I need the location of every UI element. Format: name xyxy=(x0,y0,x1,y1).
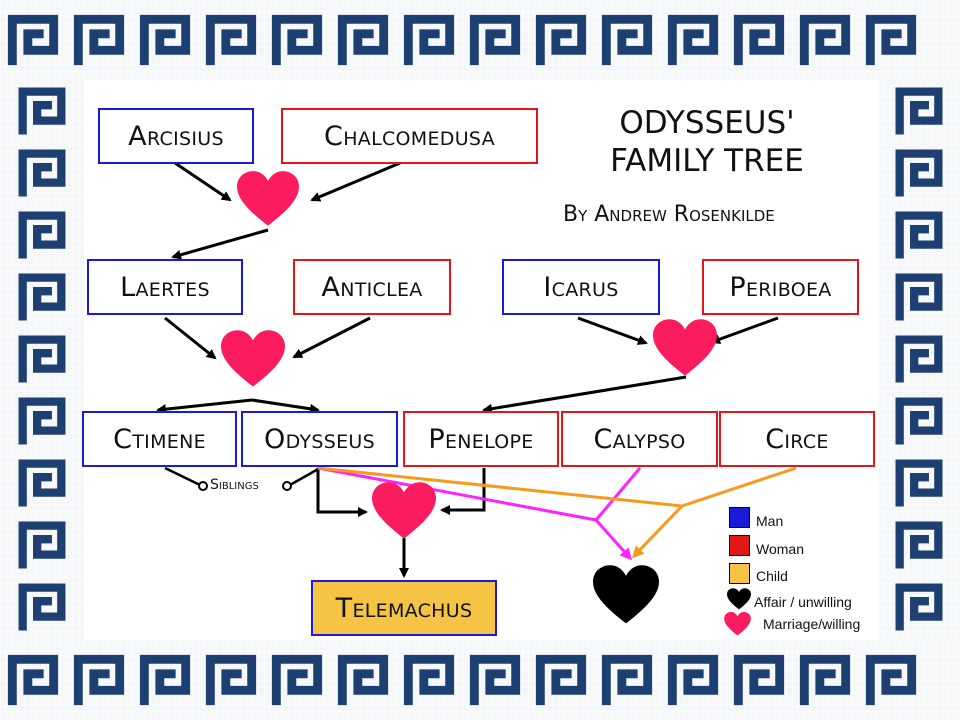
meander-tile xyxy=(667,654,719,706)
meander-tile xyxy=(733,654,785,706)
meander-tile xyxy=(601,654,653,706)
circe-affair-line xyxy=(317,466,797,559)
meander-tile xyxy=(205,654,257,706)
meander-tile xyxy=(139,14,191,66)
arrow-heart-to-odysseus xyxy=(251,398,320,414)
person-penelope: Penelope xyxy=(403,411,559,467)
arrow-arcisius-to-heart xyxy=(174,161,232,202)
meander-tile xyxy=(7,14,59,66)
meander-tile xyxy=(271,654,323,706)
meander-tile xyxy=(895,211,943,259)
meander-tile xyxy=(469,654,521,706)
mosaic-border-right xyxy=(878,80,960,640)
meander-tile xyxy=(865,14,917,66)
siblings-connector xyxy=(164,466,321,491)
meander-tile xyxy=(18,397,66,445)
meander-tile xyxy=(18,211,66,259)
person-ctimene: Ctimene xyxy=(82,411,237,467)
affair-heart xyxy=(593,565,659,624)
arrow-penelope-to-heart xyxy=(440,468,486,515)
meander-tile xyxy=(337,14,389,66)
legend-label-child: Child xyxy=(756,568,788,584)
legend-marriage-heart-icon xyxy=(724,612,751,636)
person-arcisius: Arcisius xyxy=(98,108,254,164)
legend-swatch-woman xyxy=(729,535,750,556)
legend-swatch-man xyxy=(729,507,750,528)
meander-tile xyxy=(799,654,851,706)
meander-tile xyxy=(895,273,943,321)
meander-tile xyxy=(895,87,943,135)
person-chalcomedusa: Chalcomedusa xyxy=(281,108,538,164)
arrow-heart-to-laertes xyxy=(171,228,269,260)
mosaic-border-top xyxy=(0,0,960,80)
meander-tile xyxy=(7,654,59,706)
meander-tile xyxy=(895,583,943,631)
meander-tile xyxy=(73,654,125,706)
person-telemachus: Telemachus xyxy=(311,580,497,636)
calypso-affair-line xyxy=(317,466,642,561)
meander-tile xyxy=(895,459,943,507)
meander-tile xyxy=(18,583,66,631)
arrow-laertes-to-heart xyxy=(164,316,217,360)
meander-tile xyxy=(205,14,257,66)
person-periboea: Periboea xyxy=(702,259,859,315)
meander-tile xyxy=(469,14,521,66)
mosaic-border-bottom xyxy=(0,640,960,720)
meander-tile xyxy=(895,149,943,197)
meander-tile xyxy=(865,654,917,706)
marriage-heart-laertes-anticlea xyxy=(221,330,285,387)
arrow-icarus-to-heart xyxy=(577,316,648,345)
meander-tile xyxy=(18,521,66,569)
meander-tile xyxy=(271,14,323,66)
arrow-periboea-to-heart xyxy=(710,316,779,344)
person-anticlea: Anticlea xyxy=(293,259,451,315)
meander-tile xyxy=(733,14,785,66)
arrow-chalcomedusa-to-heart xyxy=(310,161,401,202)
meander-tile xyxy=(18,87,66,135)
meander-tile xyxy=(403,14,455,66)
title-line-1: ODYSSEUS' xyxy=(619,105,795,141)
meander-tile xyxy=(535,14,587,66)
marriage-heart-icarus-periboea xyxy=(653,319,717,376)
legend-swatch-child xyxy=(729,563,750,584)
meander-tile xyxy=(667,14,719,66)
page-title: ODYSSEUS' FAMILY TREE xyxy=(566,104,848,180)
person-laertes: Laertes xyxy=(87,259,243,315)
meander-tile xyxy=(18,273,66,321)
meander-tile xyxy=(403,654,455,706)
mosaic-border-left xyxy=(0,80,84,640)
meander-tile xyxy=(895,335,943,383)
meander-tile xyxy=(139,654,191,706)
arrow-heart-to-penelope xyxy=(482,375,687,414)
meander-tile xyxy=(73,14,125,66)
meander-tile xyxy=(601,14,653,66)
title-line-2: FAMILY TREE xyxy=(610,143,804,179)
person-icarus: Icarus xyxy=(502,259,660,315)
legend-affair-heart-icon xyxy=(727,588,751,610)
meander-tile xyxy=(535,654,587,706)
legend-label-woman: Woman xyxy=(756,541,804,557)
meander-tile xyxy=(18,459,66,507)
byline: By Andrew Rosenkilde xyxy=(563,202,775,227)
arrow-odysseus-to-heart xyxy=(316,468,368,517)
arrow-anticlea-to-heart xyxy=(292,316,371,359)
legend-label-man: Man xyxy=(756,513,784,529)
siblings-label: Siblings xyxy=(210,477,259,493)
legend-label-affair: Affair / unwilling xyxy=(754,594,852,610)
meander-tile xyxy=(799,14,851,66)
meander-tile xyxy=(18,149,66,197)
meander-tile xyxy=(18,335,66,383)
legend-label-marriage: Marriage/willing xyxy=(763,616,861,632)
person-circe: Circe xyxy=(719,411,875,467)
meander-tile xyxy=(895,397,943,445)
marriage-heart-arcisius-chalcomedusa xyxy=(237,171,299,226)
meander-tile xyxy=(337,654,389,706)
person-calypso: Calypso xyxy=(561,411,718,467)
meander-tile xyxy=(895,521,943,569)
marriage-heart-odysseus-penelope xyxy=(372,482,436,539)
person-odysseus: Odysseus xyxy=(241,411,398,467)
arrow-heart-to-ctimene xyxy=(156,398,253,415)
